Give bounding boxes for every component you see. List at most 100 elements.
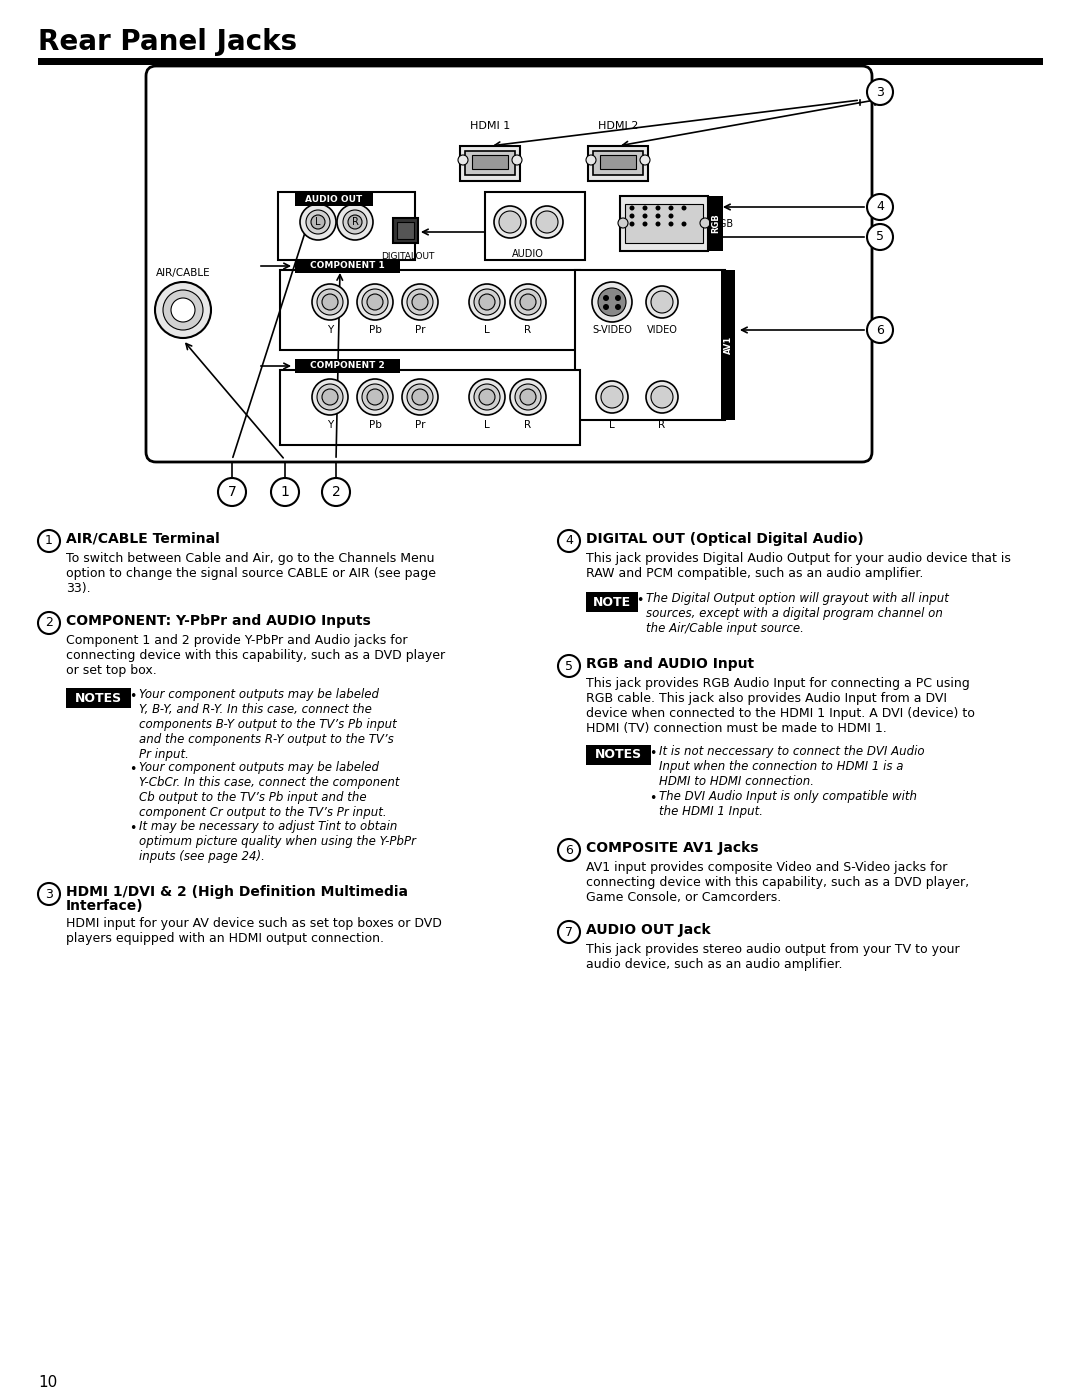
Circle shape (318, 289, 343, 314)
Circle shape (603, 295, 609, 300)
Text: AUDIO OUT: AUDIO OUT (306, 196, 363, 204)
Circle shape (357, 379, 393, 415)
Circle shape (300, 204, 336, 240)
Circle shape (867, 80, 893, 105)
Text: This jack provides stereo audio output from your TV to your
audio device, such a: This jack provides stereo audio output f… (586, 943, 960, 971)
Text: COMPONENT 2: COMPONENT 2 (310, 362, 384, 370)
Text: L: L (484, 420, 490, 430)
Circle shape (469, 284, 505, 320)
Bar (708, 196, 723, 251)
Circle shape (669, 214, 674, 218)
Text: 7: 7 (565, 925, 573, 939)
Text: HDMI 2: HDMI 2 (598, 122, 638, 131)
Text: 3: 3 (45, 887, 53, 901)
Circle shape (618, 218, 627, 228)
Bar (460, 147, 519, 182)
Text: This jack provides RGB Audio Input for connecting a PC using
RGB cable. This jac: This jack provides RGB Audio Input for c… (586, 678, 975, 735)
Circle shape (558, 529, 580, 552)
Circle shape (515, 384, 541, 409)
Circle shape (480, 388, 495, 405)
Circle shape (218, 478, 246, 506)
Bar (295, 258, 400, 272)
Circle shape (558, 921, 580, 943)
Text: L: L (609, 420, 615, 430)
Circle shape (651, 291, 673, 313)
Circle shape (531, 205, 563, 237)
Circle shape (367, 293, 383, 310)
Text: Interface): Interface) (66, 900, 144, 914)
Circle shape (867, 224, 893, 250)
Circle shape (643, 222, 648, 226)
Text: Pr: Pr (415, 326, 426, 335)
Text: R: R (352, 217, 359, 226)
Circle shape (646, 286, 678, 319)
Circle shape (603, 305, 609, 310)
Circle shape (510, 379, 546, 415)
Circle shape (643, 214, 648, 218)
Bar (38, 59, 1043, 66)
Circle shape (318, 384, 343, 409)
Bar (588, 147, 648, 182)
Bar (485, 191, 585, 260)
Text: It is not neccessary to connect the DVI Audio
Input when the connection to HDMI : It is not neccessary to connect the DVI … (659, 745, 924, 788)
Circle shape (348, 215, 362, 229)
Text: This jack provides Digital Audio Output for your audio device that is
RAW and PC: This jack provides Digital Audio Output … (586, 552, 1011, 580)
Circle shape (322, 478, 350, 506)
Circle shape (343, 210, 367, 235)
Text: AUDIO: AUDIO (512, 249, 544, 258)
Text: Rear Panel Jacks: Rear Panel Jacks (38, 28, 297, 56)
Circle shape (156, 282, 211, 338)
Text: It may be necessary to adjust Tint to obtain
optimum picture quality when using : It may be necessary to adjust Tint to ob… (139, 820, 416, 863)
Text: 2: 2 (332, 485, 340, 499)
Text: DIGITALOUT: DIGITALOUT (381, 251, 434, 261)
Circle shape (630, 222, 635, 226)
Circle shape (615, 305, 621, 310)
Text: 2: 2 (45, 616, 53, 630)
Circle shape (669, 222, 674, 226)
Text: Pb: Pb (368, 420, 381, 430)
Circle shape (558, 655, 580, 678)
Circle shape (357, 284, 393, 320)
Circle shape (494, 205, 526, 237)
Text: COMPONENT 1: COMPONENT 1 (310, 261, 384, 271)
Circle shape (367, 388, 383, 405)
Text: 4: 4 (565, 535, 572, 548)
Text: AUDIO OUT Jack: AUDIO OUT Jack (586, 923, 711, 937)
Circle shape (519, 293, 536, 310)
Text: To switch between Cable and Air, go to the Channels Menu
option to change the si: To switch between Cable and Air, go to t… (66, 552, 436, 595)
Text: R: R (525, 420, 531, 430)
Circle shape (656, 214, 661, 218)
Bar (295, 359, 400, 373)
Bar (625, 204, 703, 243)
Text: R: R (525, 326, 531, 335)
Text: •: • (649, 747, 657, 760)
Circle shape (322, 388, 338, 405)
Text: HDMI 1: HDMI 1 (470, 122, 510, 131)
Bar (586, 745, 651, 766)
Circle shape (271, 478, 299, 506)
Text: 1: 1 (45, 535, 53, 548)
Circle shape (558, 840, 580, 861)
FancyBboxPatch shape (146, 66, 872, 462)
Bar (575, 270, 725, 420)
Bar (721, 270, 735, 420)
Text: Y: Y (327, 326, 333, 335)
Text: 10: 10 (38, 1375, 57, 1390)
Bar (280, 270, 580, 351)
Circle shape (458, 155, 468, 165)
Circle shape (38, 612, 60, 634)
Text: AV1 input provides composite Video and S-Video jacks for
connecting device with : AV1 input provides composite Video and S… (586, 861, 969, 904)
Bar (600, 155, 636, 169)
Text: Y: Y (327, 420, 333, 430)
Circle shape (598, 288, 626, 316)
Circle shape (656, 205, 661, 211)
Circle shape (515, 289, 541, 314)
Circle shape (312, 284, 348, 320)
Circle shape (402, 284, 438, 320)
Text: Component 1 and 2 provide Y-PbPr and Audio jacks for
connecting device with this: Component 1 and 2 provide Y-PbPr and Aud… (66, 634, 445, 678)
Circle shape (700, 218, 710, 228)
Bar (586, 592, 638, 612)
Text: L: L (315, 217, 321, 226)
Text: •: • (636, 594, 644, 608)
Circle shape (512, 155, 522, 165)
